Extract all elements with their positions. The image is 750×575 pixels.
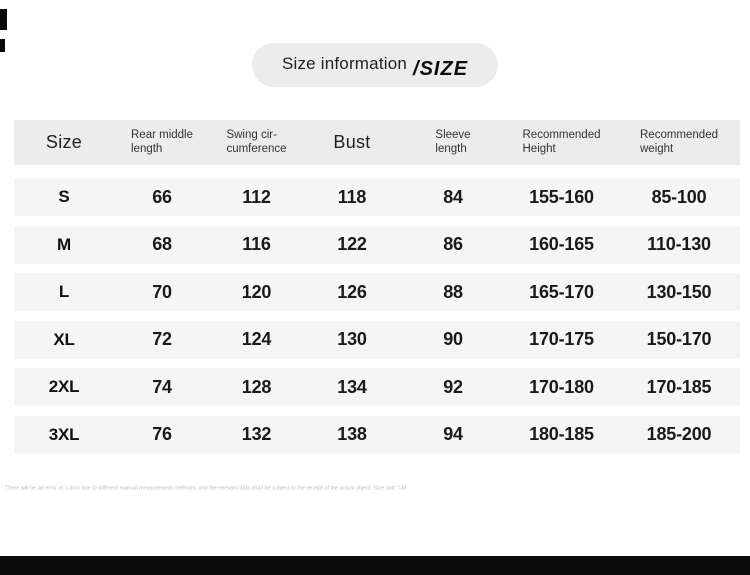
badge-title: Size information: [281, 54, 408, 73]
cell-sleeve-length: 92: [443, 376, 463, 397]
cell-size: 2XL: [48, 377, 80, 396]
column-header-bust: Bust: [333, 132, 371, 152]
cell-bust: 126: [337, 281, 367, 302]
header-line: cumference: [226, 143, 287, 156]
cell-size: S: [58, 187, 70, 206]
measurement-disclaimer: There will be an error of 1-3cm due to d…: [5, 485, 408, 491]
cell-size: L: [58, 282, 70, 301]
left-edge-artifact-top: [0, 9, 7, 30]
header-line: Swing cir-: [226, 128, 277, 141]
cell-rear-middle-length: 68: [152, 234, 172, 254]
cell-swing-circumference: 112: [242, 186, 271, 207]
cell-rear-middle-length: 70: [152, 281, 172, 302]
cell-sleeve-length: 86: [443, 234, 463, 254]
header-line: Recommended: [640, 128, 718, 141]
header-line: length: [131, 143, 163, 156]
cell-recommended-weight: 85-100: [651, 186, 707, 207]
header-line: length: [435, 143, 467, 156]
cell-size: XL: [53, 329, 75, 349]
header-line: Height: [522, 143, 556, 156]
cell-recommended-height: 155-160: [529, 186, 594, 207]
cell-rear-middle-length: 66: [152, 186, 172, 207]
cell-swing-circumference: 128: [241, 376, 272, 397]
badge-suffix: /SIZE: [413, 58, 469, 80]
cell-swing-circumference: 124: [241, 329, 272, 349]
left-edge-artifact-bottom: [0, 39, 5, 52]
cell-bust: 122: [337, 234, 367, 254]
column-header-rear-middle-length: Rear middle length: [114, 128, 210, 157]
cell-rear-middle-length: 72: [152, 329, 172, 349]
cell-recommended-height: 170-180: [529, 376, 594, 397]
bottom-black-bar: [0, 556, 750, 575]
cell-sleeve-length: 94: [443, 424, 463, 444]
cell-recommended-weight: 110-130: [647, 234, 711, 254]
size-table: Size Rear middle length Swing cir-cumfere…: [14, 120, 740, 454]
cell-bust: 134: [337, 376, 367, 397]
column-header-swing-circumference: Swing cir-cumference: [210, 128, 303, 157]
header-line: Sleeve: [435, 128, 471, 141]
column-header-recommended-height: Recommended Height: [505, 128, 618, 157]
cell-swing-circumference: 120: [241, 281, 272, 302]
cell-recommended-weight: 150-170: [646, 329, 712, 349]
cell-recommended-height: 180-185: [529, 424, 594, 444]
cell-rear-middle-length: 74: [152, 376, 172, 397]
cell-bust: 130: [337, 329, 367, 349]
cell-bust: 118: [337, 186, 367, 207]
column-header-sleeve-length: Sleeve length: [401, 128, 505, 157]
table-row-3xl: 3XL 76 132 138 94 180-185 185-200: [14, 415, 740, 454]
cell-recommended-weight: 185-200: [646, 424, 712, 444]
table-row-2xl: 2XL 74 128 134 92 170-180 170-185: [14, 368, 740, 406]
cell-swing-circumference: 116: [242, 234, 271, 254]
header-line: weight: [640, 143, 674, 156]
cell-swing-circumference: 132: [241, 424, 272, 444]
cell-sleeve-length: 90: [443, 329, 463, 349]
header-line: Rear middle: [131, 128, 193, 141]
table-row-xl: XL 72 124 130 90 170-175 150-170: [14, 320, 740, 359]
table-row-m: M 68 116 122 86 160-165 110-130: [14, 225, 740, 264]
table-row-l: L 70 120 126 88 165-170 130-150: [14, 273, 740, 311]
cell-rear-middle-length: 76: [152, 424, 172, 444]
cell-recommended-weight: 130-150: [646, 281, 712, 302]
column-header-recommended-weight: Recommended weight: [618, 128, 740, 157]
table-row-s: S 66 112 118 84 155-160 85-100: [14, 178, 740, 216]
cell-size: 3XL: [48, 424, 80, 444]
cell-size: M: [57, 234, 71, 254]
cell-recommended-height: 170-175: [529, 329, 594, 349]
cell-recommended-weight: 170-185: [646, 376, 712, 397]
cell-bust: 138: [337, 424, 367, 444]
table-header-row: Size Rear middle length Swing cir-cumfere…: [14, 120, 740, 165]
cell-sleeve-length: 88: [443, 281, 463, 302]
cell-recommended-height: 160-165: [529, 234, 594, 254]
section-title-badge: Size information /SIZE: [251, 43, 499, 87]
header-line: Recommended: [522, 128, 601, 141]
cell-sleeve-length: 84: [443, 186, 463, 207]
cell-recommended-height: 165-170: [529, 281, 594, 302]
column-header-size: Size: [45, 132, 83, 152]
